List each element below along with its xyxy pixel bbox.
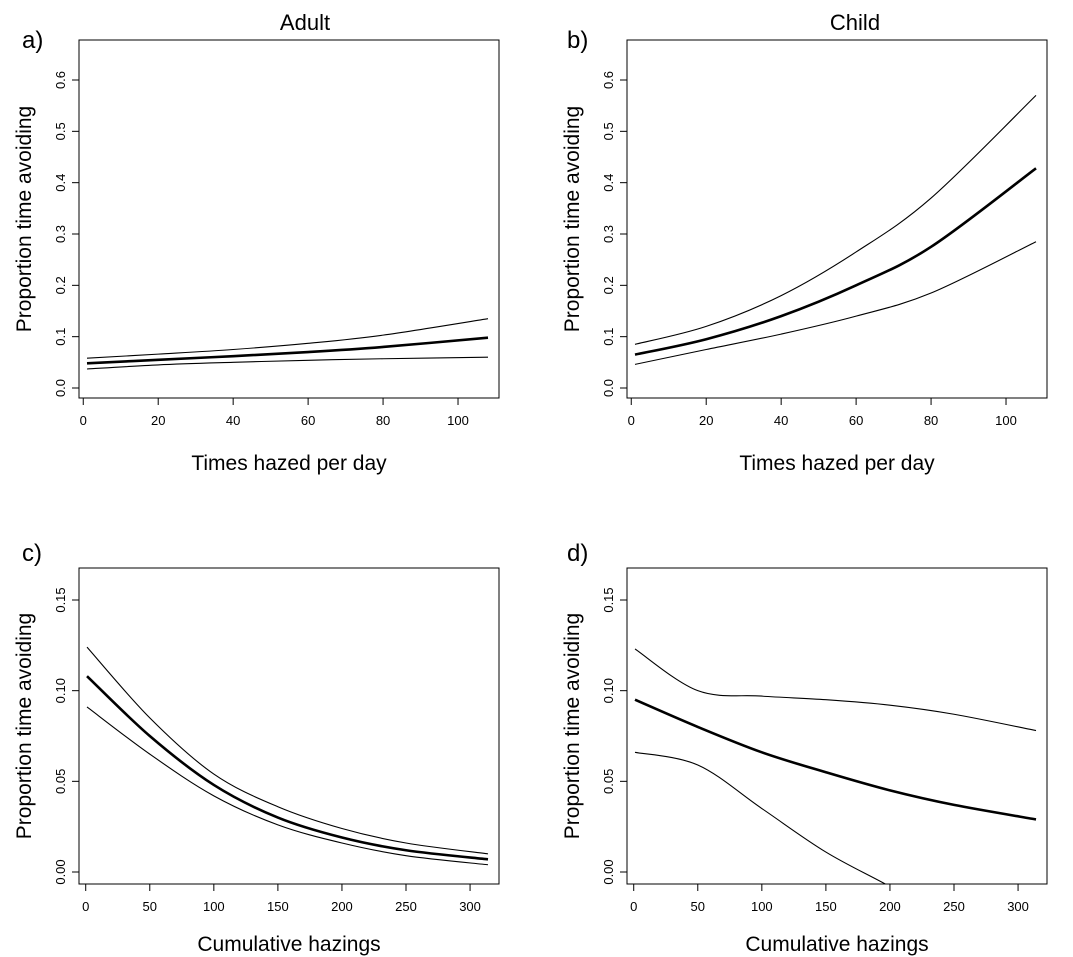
x-tick-label-d-2: 100 [751,899,773,914]
y-tick-label-b-3: 0.3 [601,225,616,243]
x-tick-label-d-4: 200 [879,899,901,914]
y-tick-label-d-0: 0.00 [601,859,616,884]
y-tick-label-a-3: 0.3 [53,225,68,243]
series-lower-c [86,706,489,866]
series-fit-a [86,336,489,365]
x-tick-label-b-3: 60 [849,413,863,428]
x-tick-label-c-1: 50 [143,899,157,914]
x-tick-label-c-5: 250 [395,899,417,914]
curves-b [634,95,1037,365]
curves-d [634,648,1037,884]
panel-a: a) 0 20 40 60 80 100 0.0 0.1 0.2 0.3 0.4 0.5 0.6 Ti… [13,27,500,475]
y-axis-d: 0.00 0.05 0.10 0.15 [601,587,628,885]
y-tick-label-b-5: 0.5 [601,122,616,140]
x-axis-c: 0 50 100 150 200 250 300 [82,883,481,914]
panel-c: c) 0 50 100 150 200 250 300 0.00 0.05 0.10 0.15 C… [13,540,500,956]
y-tick-label-d-2: 0.10 [601,678,616,703]
x-axis-title-b: Times hazed per day [739,452,935,475]
curves-c [86,646,489,866]
series-upper-c [86,646,489,855]
x-tick-label-a-0: 0 [80,413,87,428]
plot-frame-d [626,567,1048,885]
x-tick-label-d-1: 50 [691,899,705,914]
y-tick-label-c-2: 0.10 [53,678,68,703]
y-tick-label-a-6: 0.6 [53,71,68,89]
y-axis-c: 0.00 0.05 0.10 0.15 [53,587,80,885]
x-tick-label-c-0: 0 [82,899,89,914]
plot-frame-c [78,567,500,885]
panel-label-a: a) [22,27,43,54]
y-tick-label-a-0: 0.0 [53,379,68,397]
x-tick-label-c-3: 150 [267,899,289,914]
y-tick-label-b-2: 0.2 [601,276,616,294]
y-tick-label-c-1: 0.05 [53,769,68,794]
series-upper-d [634,648,1037,732]
series-fit-c [86,675,489,861]
panel-label-b: b) [567,27,588,54]
x-axis-a: 0 20 40 60 80 100 [80,397,469,428]
x-tick-label-d-0: 0 [630,899,637,914]
series-upper-b [634,95,1037,345]
y-tick-label-b-4: 0.4 [601,174,616,192]
series-fit-d [634,698,1037,821]
y-axis-title-b: Proportion time avoiding [561,106,584,332]
y-tick-label-c-3: 0.15 [53,587,68,612]
x-axis-title-d: Cumulative hazings [745,933,928,956]
column-title-adult: Adult [280,10,330,35]
x-tick-label-c-4: 200 [331,899,353,914]
x-axis-title-c: Cumulative hazings [197,933,380,956]
series-lower-b [634,241,1037,365]
y-tick-label-b-0: 0.0 [601,379,616,397]
series-fit-b [634,167,1037,356]
x-tick-label-a-5: 100 [447,413,469,428]
x-tick-label-d-6: 300 [1007,899,1029,914]
x-tick-label-b-2: 40 [774,413,788,428]
x-axis-b: 0 20 40 60 80 100 [628,397,1017,428]
y-tick-label-d-1: 0.05 [601,769,616,794]
panel-label-c: c) [22,540,42,567]
x-tick-label-b-0: 0 [628,413,635,428]
x-tick-label-c-6: 300 [459,899,481,914]
x-tick-label-b-4: 80 [924,413,938,428]
x-tick-label-d-5: 250 [943,899,965,914]
x-axis-d: 0 50 100 150 200 250 300 [630,883,1029,914]
y-tick-label-c-0: 0.00 [53,859,68,884]
x-tick-label-d-3: 150 [815,899,837,914]
series-lower-d [634,751,887,884]
y-axis-title-d: Proportion time avoiding [561,613,584,839]
panel-label-d: d) [567,540,588,567]
plot-frame-a [78,39,500,399]
panel-d: d) 0 50 100 150 200 250 300 0.00 0.05 0.10 0.15 C… [561,540,1048,956]
x-tick-label-a-3: 60 [301,413,315,428]
x-tick-label-c-2: 100 [203,899,225,914]
y-tick-label-a-5: 0.5 [53,122,68,140]
y-tick-label-d-3: 0.15 [601,587,616,612]
series-lower-a [86,356,489,370]
y-tick-label-b-6: 0.6 [601,71,616,89]
y-tick-label-a-4: 0.4 [53,174,68,192]
series-upper-a [86,318,489,359]
curves-a [86,318,489,370]
y-tick-label-a-1: 0.1 [53,328,68,346]
x-axis-title-a: Times hazed per day [191,452,387,475]
y-axis-a: 0.0 0.1 0.2 0.3 0.4 0.5 0.6 [53,71,80,397]
column-title-child: Child [830,10,880,35]
panel-b: b) 0 20 40 60 80 100 0.0 0.1 0.2 0.3 0.4 0.5 0.6 Ti… [561,27,1048,475]
y-axis-title-a: Proportion time avoiding [13,106,36,332]
y-axis-b: 0.0 0.1 0.2 0.3 0.4 0.5 0.6 [601,71,628,397]
y-tick-label-b-1: 0.1 [601,328,616,346]
x-tick-label-a-2: 40 [226,413,240,428]
y-tick-label-a-2: 0.2 [53,276,68,294]
x-tick-label-a-4: 80 [376,413,390,428]
x-tick-label-b-1: 20 [699,413,713,428]
x-tick-label-b-5: 100 [995,413,1017,428]
x-tick-label-a-1: 20 [151,413,165,428]
y-axis-title-c: Proportion time avoiding [13,613,36,839]
